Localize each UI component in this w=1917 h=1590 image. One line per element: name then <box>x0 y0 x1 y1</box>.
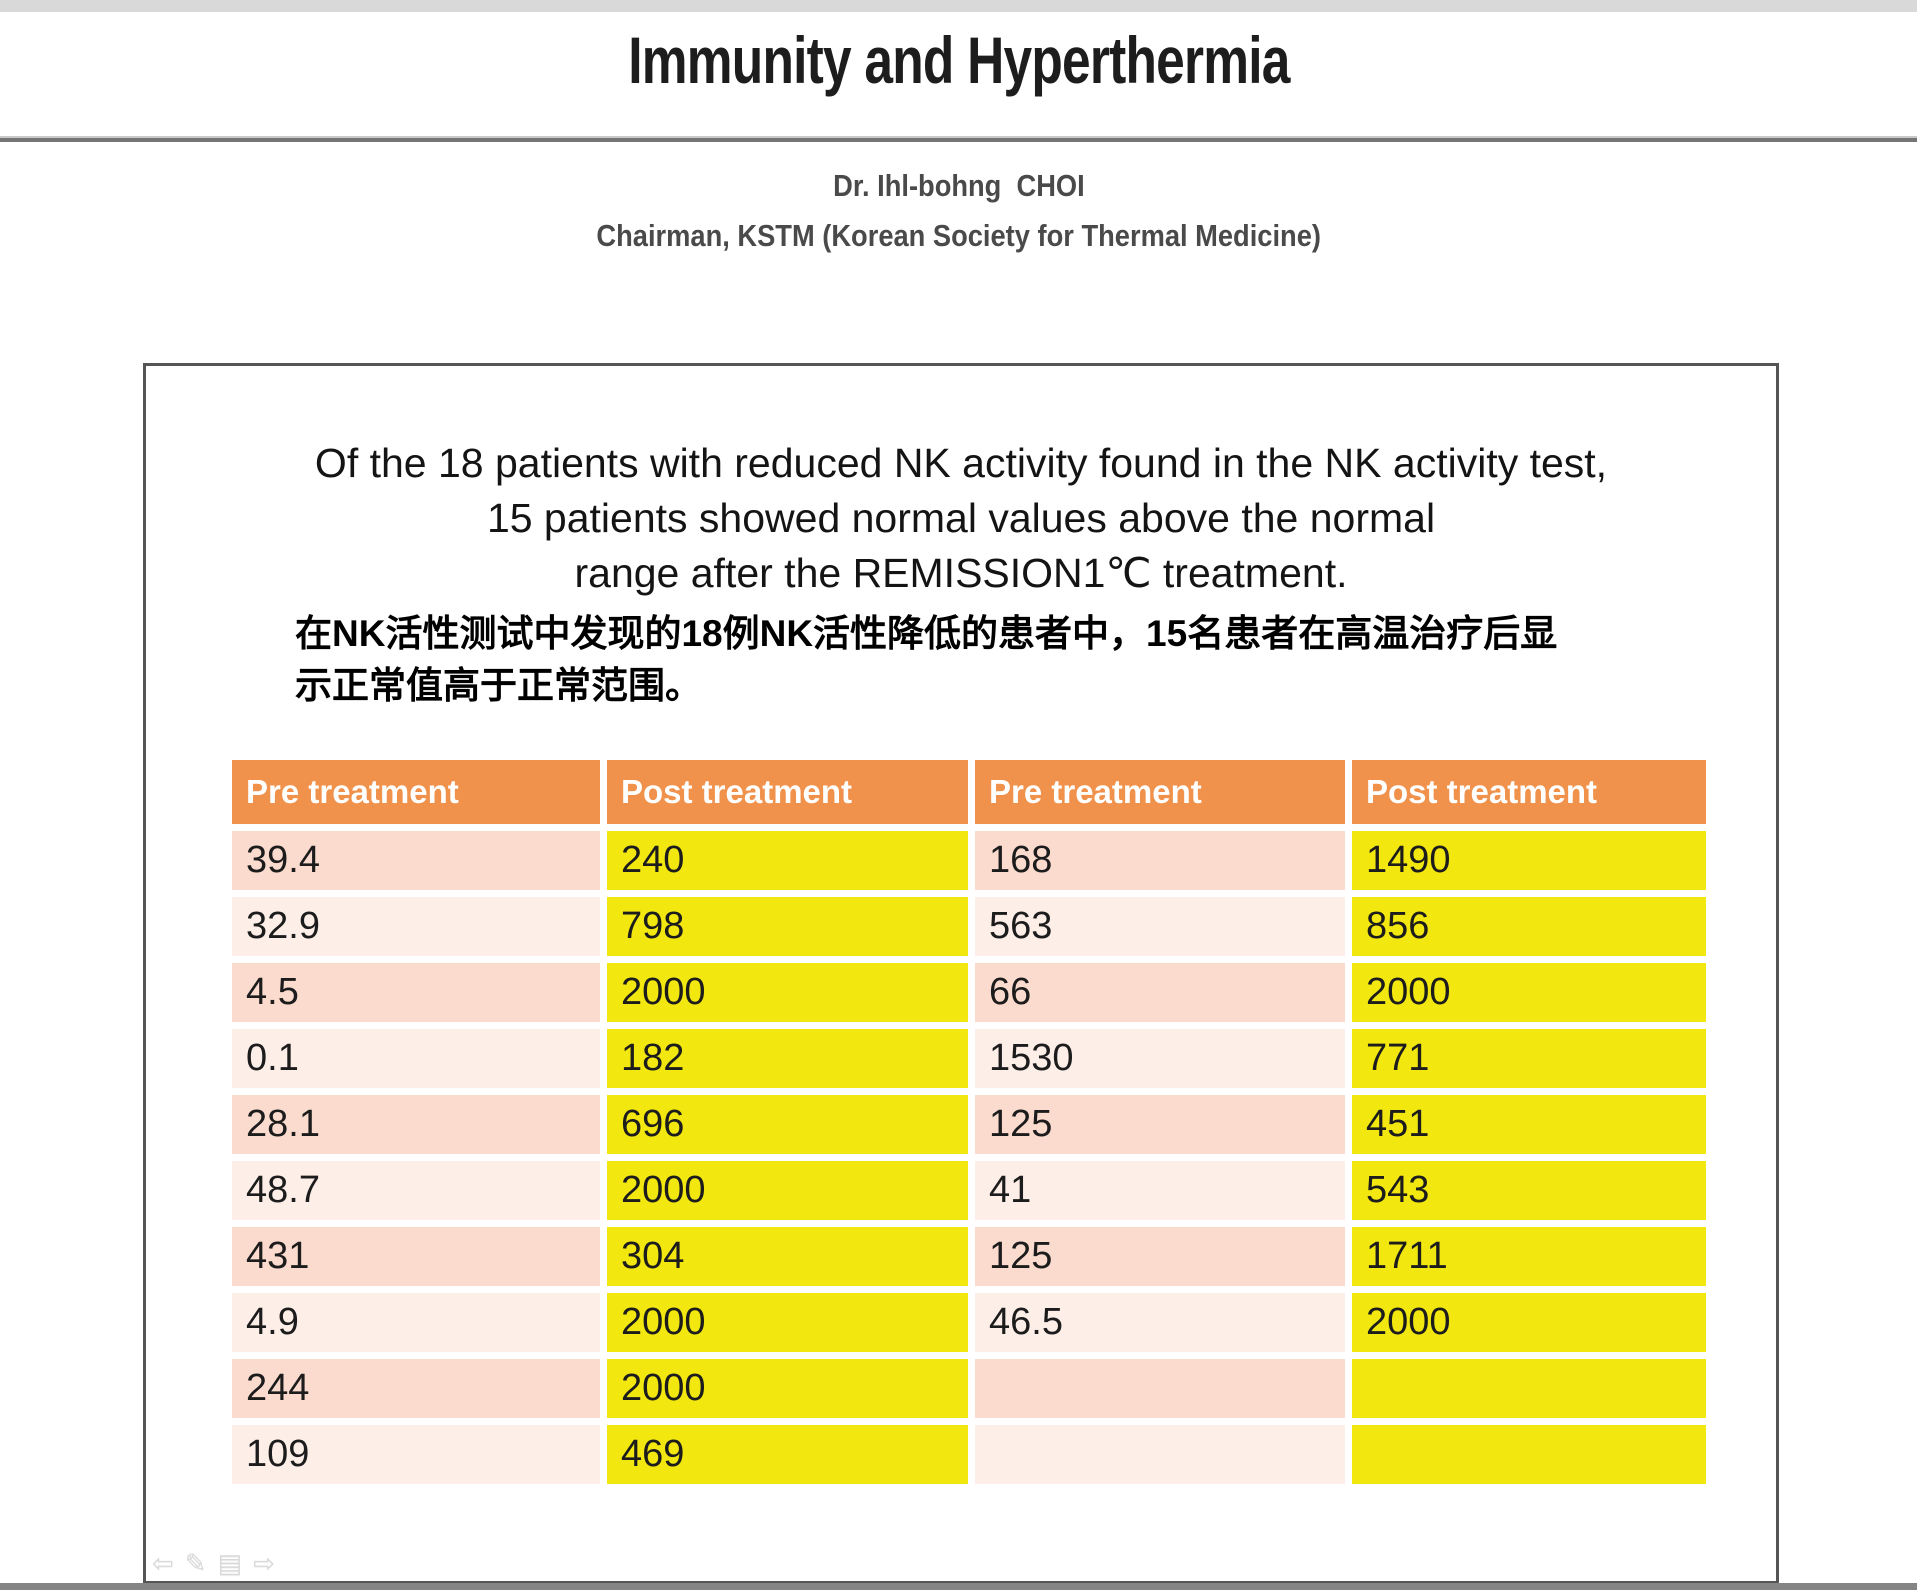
post-treatment-cell: 469 <box>607 1425 968 1484</box>
summary-text-en: Of the 18 patients with reduced NK activ… <box>146 436 1776 601</box>
pre-treatment-cell: 431 <box>232 1227 600 1286</box>
author-block: Dr. Ihl-bohng CHOI Chairman, KSTM (Korea… <box>0 164 1917 264</box>
table-row: 4.5 2000 66 2000 <box>232 963 1706 1022</box>
pre-treatment-cell: 32.9 <box>232 897 600 956</box>
pre-treatment-cell: 4.5 <box>232 963 600 1022</box>
post-treatment-cell: 2000 <box>607 1161 968 1220</box>
top-edge-bar <box>0 0 1917 12</box>
pre-treatment-cell: 48.7 <box>232 1161 600 1220</box>
table-row: 32.9 798 563 856 <box>232 897 1706 956</box>
content-box: Of the 18 patients with reduced NK activ… <box>143 363 1779 1584</box>
pre-treatment-cell: 168 <box>975 831 1345 890</box>
table-row: 431 304 125 1711 <box>232 1227 1706 1286</box>
post-treatment-cell: 2000 <box>607 963 968 1022</box>
column-header: Pre treatment <box>975 760 1345 824</box>
nk-activity-table: Pre treatment Post treatment Pre treatment… <box>225 753 1713 1491</box>
slide-title-text: Immunity and Hyperthermia <box>627 23 1290 97</box>
pre-treatment-cell <box>975 1425 1345 1484</box>
post-treatment-cell: 771 <box>1352 1029 1706 1088</box>
table-row: 39.4 240 168 1490 <box>232 831 1706 890</box>
pre-treatment-cell: 125 <box>975 1095 1345 1154</box>
post-treatment-cell: 2000 <box>1352 1293 1706 1352</box>
post-treatment-cell: 451 <box>1352 1095 1706 1154</box>
post-treatment-cell: 240 <box>607 831 968 890</box>
summary-line-en: 15 patients showed normal values above t… <box>486 495 1436 541</box>
pre-treatment-cell: 28.1 <box>232 1095 600 1154</box>
table-row: 0.1 182 1530 771 <box>232 1029 1706 1088</box>
summary-line-zh: 在NK活性测试中发现的18例NK活性降低的患者中，15名患者在高温治疗后显 <box>295 613 1558 654</box>
pre-treatment-cell: 563 <box>975 897 1345 956</box>
summary-line-en: Of the 18 patients with reduced NK activ… <box>314 440 1608 486</box>
pre-treatment-cell: 125 <box>975 1227 1345 1286</box>
slide-menu-icon[interactable]: ▤ <box>217 1548 243 1578</box>
table-row: 4.9 2000 46.5 2000 <box>232 1293 1706 1352</box>
post-treatment-cell: 696 <box>607 1095 968 1154</box>
pre-treatment-cell: 41 <box>975 1161 1345 1220</box>
summary-line-zh: 示正常值高于正常范围。 <box>295 665 702 706</box>
post-treatment-cell: 1490 <box>1352 831 1706 890</box>
pre-treatment-cell: 39.4 <box>232 831 600 890</box>
post-treatment-cell <box>1352 1425 1706 1484</box>
presenter-nav: ⇦ ✎ ▤ ⇨ <box>152 1550 275 1576</box>
post-treatment-cell: 543 <box>1352 1161 1706 1220</box>
pre-treatment-cell: 0.1 <box>232 1029 600 1088</box>
post-treatment-cell: 2000 <box>607 1293 968 1352</box>
table-header-row: Pre treatment Post treatment Pre treatment… <box>232 760 1706 824</box>
author-affiliation: Chairman, KSTM (Korean Society for Therm… <box>596 218 1321 253</box>
column-header: Post treatment <box>1352 760 1706 824</box>
column-header: Post treatment <box>607 760 968 824</box>
post-treatment-cell: 304 <box>607 1227 968 1286</box>
column-header: Pre treatment <box>232 760 600 824</box>
table-row: 28.1 696 125 451 <box>232 1095 1706 1154</box>
title-divider <box>0 136 1917 142</box>
post-treatment-cell: 1711 <box>1352 1227 1706 1286</box>
pre-treatment-cell: 109 <box>232 1425 600 1484</box>
table-row: 244 2000 <box>232 1359 1706 1418</box>
post-treatment-cell: 2000 <box>1352 963 1706 1022</box>
pre-treatment-cell: 66 <box>975 963 1345 1022</box>
pre-treatment-cell: 1530 <box>975 1029 1345 1088</box>
summary-line-en: range after the REMISSION1℃ treatment. <box>574 550 1348 596</box>
table-body: 39.4 240 168 1490 32.9 798 563 856 4.5 2000 66 2000… <box>232 831 1706 1484</box>
slide-title: Immunity and Hyperthermia <box>0 22 1917 98</box>
pen-icon[interactable]: ✎ <box>184 1548 207 1578</box>
pre-treatment-cell: 4.9 <box>232 1293 600 1352</box>
pre-treatment-cell: 244 <box>232 1359 600 1418</box>
post-treatment-cell <box>1352 1359 1706 1418</box>
author-name: Dr. Ihl-bohng CHOI <box>832 168 1085 203</box>
table-row: 109 469 <box>232 1425 1706 1484</box>
table-row: 48.7 2000 41 543 <box>232 1161 1706 1220</box>
post-treatment-cell: 182 <box>607 1029 968 1088</box>
summary-text-zh: 在NK活性测试中发现的18例NK活性降低的患者中，15名患者在高温治疗后显 示正… <box>295 608 1740 712</box>
pre-treatment-cell <box>975 1359 1345 1418</box>
back-arrow-icon[interactable]: ⇦ <box>152 1548 174 1578</box>
forward-arrow-icon[interactable]: ⇨ <box>253 1548 275 1578</box>
pre-treatment-cell: 46.5 <box>975 1293 1345 1352</box>
post-treatment-cell: 2000 <box>607 1359 968 1418</box>
post-treatment-cell: 856 <box>1352 897 1706 956</box>
bottom-edge-bar <box>0 1583 1917 1590</box>
post-treatment-cell: 798 <box>607 897 968 956</box>
